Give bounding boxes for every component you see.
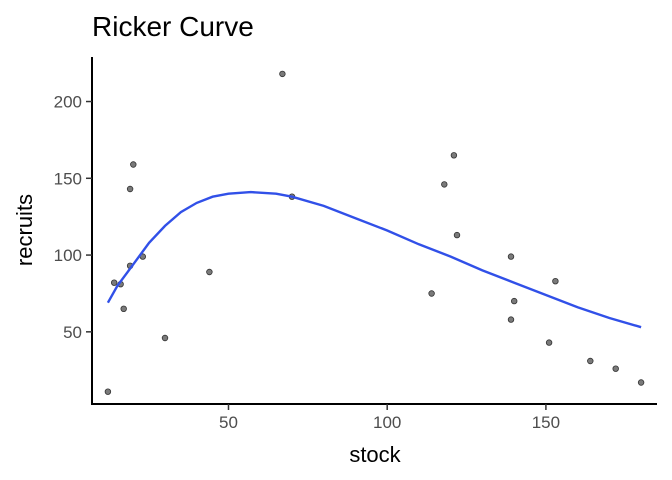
data-point [279, 70, 286, 78]
x-tick-label: 100 [373, 413, 401, 432]
x-tick-label: 150 [532, 413, 560, 432]
data-point [126, 185, 134, 193]
y-tick-label: 150 [54, 169, 82, 188]
y-axis-title: recruits [12, 194, 37, 266]
y-tick-label: 50 [63, 323, 82, 342]
data-point [130, 161, 137, 168]
data-point [511, 297, 518, 305]
data-point [552, 278, 559, 285]
data-point [453, 231, 461, 239]
data-point [587, 357, 594, 365]
data-point [428, 290, 435, 297]
data-point [507, 253, 515, 260]
data-point [206, 268, 213, 276]
data-point [545, 339, 553, 346]
data-point [441, 181, 448, 188]
data-point [110, 279, 118, 286]
data-point [612, 365, 619, 372]
data-point [450, 152, 458, 159]
x-axis-ticks: 50 100 150 [219, 404, 560, 432]
data-point [161, 334, 169, 342]
x-tick-label: 50 [219, 413, 238, 432]
x-axis-title: stock [349, 442, 401, 467]
plot-area [104, 70, 645, 395]
y-tick-label: 200 [54, 93, 82, 112]
chart-title: Ricker Curve [92, 11, 254, 42]
y-axis-ticks: 50 100 150 200 [54, 93, 92, 342]
ricker-fit-line [106, 190, 642, 329]
data-point [120, 305, 127, 312]
data-point [104, 388, 112, 395]
data-point [507, 316, 515, 323]
data-point [637, 379, 645, 386]
y-tick-label: 100 [54, 246, 82, 265]
